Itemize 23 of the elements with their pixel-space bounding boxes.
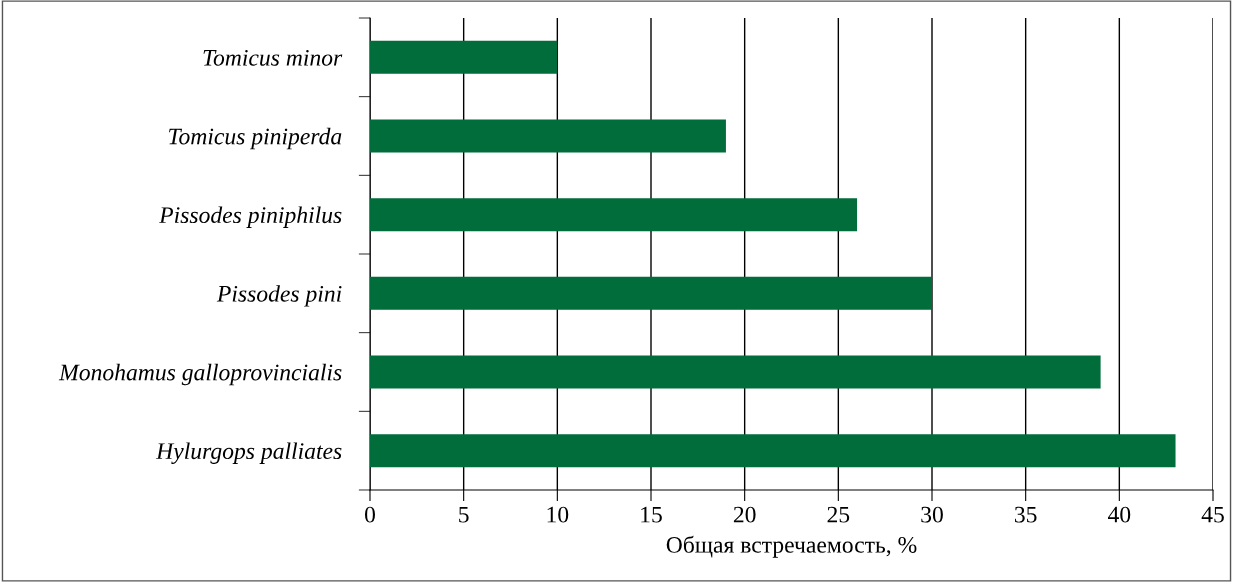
x-tick-label: 45 [1201,506,1224,523]
bar [370,355,1101,389]
bar [370,40,558,74]
y-tick-label: Tomicus piniperda [169,127,342,150]
x-tick-label: 15 [641,506,662,523]
y-tick-label: Pissodes pini [216,285,342,307]
y-tick-label: Tomicus minor [203,49,343,66]
x-tick-label: 10 [547,506,569,523]
x-tick-label: 5 [459,506,469,523]
x-tick-label: 0 [365,506,375,523]
bar [370,434,1176,468]
y-tick-label: Hylurgops palliates [155,442,342,464]
x-tick-label: 20 [733,506,756,523]
x-tick-label: 40 [1107,506,1131,523]
bar [370,198,858,232]
y-tick-label: Monohamus galloprovincialis [58,363,342,386]
bar [370,119,726,153]
x-tick-label: 25 [827,506,850,523]
y-tick-label: Pissodes piniphilus [159,206,342,228]
bar [370,276,932,310]
x-tick-label: 35 [1014,506,1037,523]
x-tick-label: 30 [921,506,943,523]
x-axis-title: Общая встречаемость, % [666,535,917,558]
